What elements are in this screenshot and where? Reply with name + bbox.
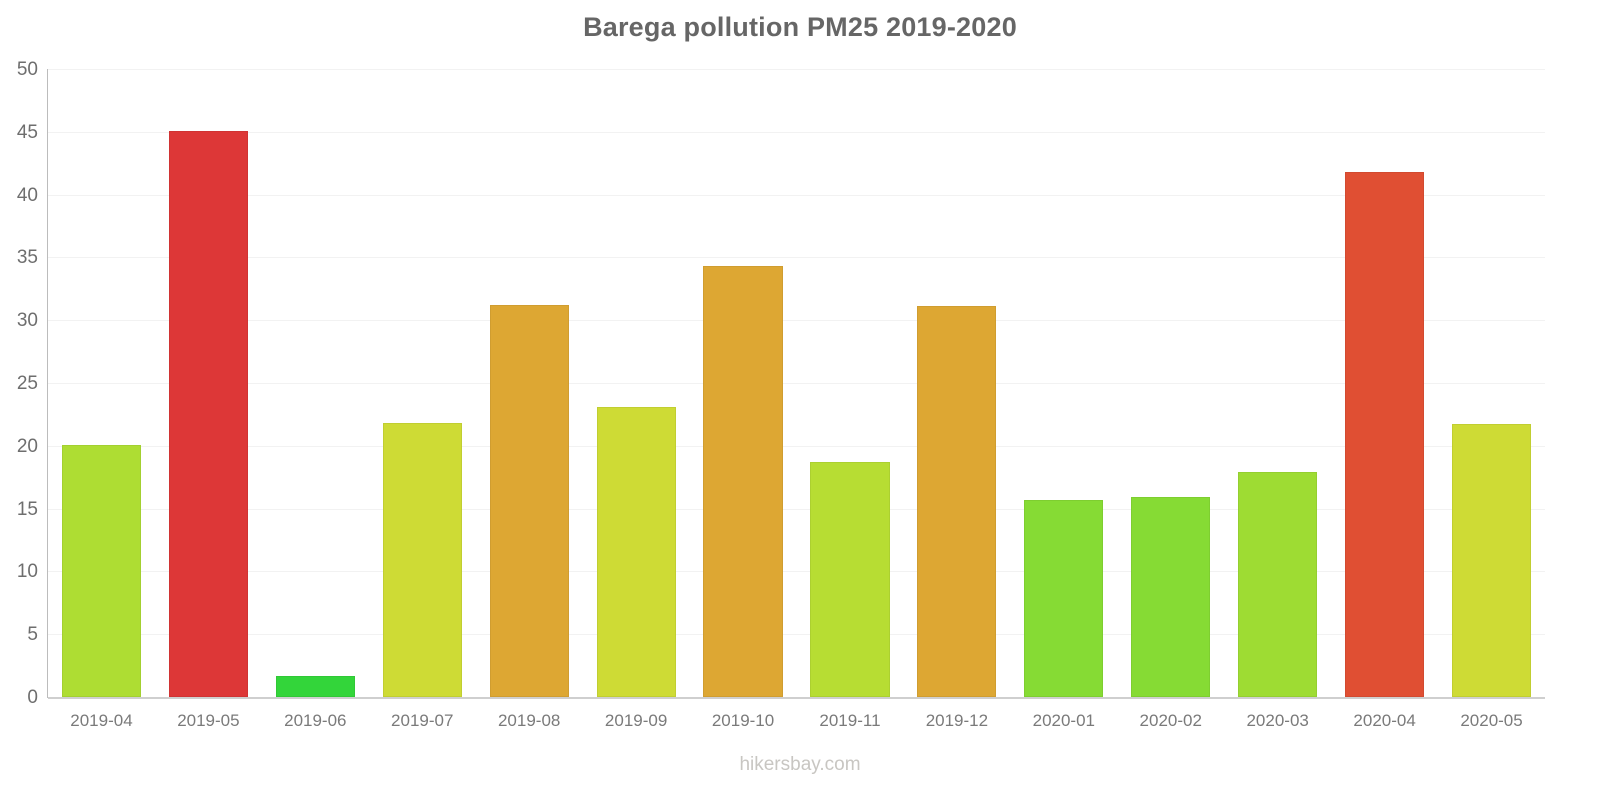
gridline (48, 383, 1545, 384)
x-axis-tick-label: 2019-08 (497, 711, 561, 730)
x-axis-tick-label: 2019-06 (284, 711, 347, 730)
y-axis-tick-label: 10 (16, 561, 38, 583)
gridline (48, 257, 1545, 259)
x-axis-tick-label: 2020-02 (1139, 711, 1202, 730)
bar[interactable] (810, 462, 890, 697)
watermark: hikersbay.com (739, 754, 861, 775)
bar[interactable] (1131, 497, 1211, 697)
gridline (48, 69, 1545, 70)
x-axis-tick-label: 2019-04 (70, 711, 133, 730)
gridline (48, 634, 1545, 636)
bar[interactable] (1024, 499, 1104, 697)
gridline (48, 508, 1545, 510)
gridline (48, 320, 1545, 322)
bar[interactable] (382, 423, 462, 697)
bar[interactable] (489, 305, 569, 697)
gridline (48, 571, 1545, 573)
y-axis-tick-label: 25 (16, 373, 38, 394)
x-axis-line (48, 697, 1545, 699)
bar[interactable] (917, 306, 997, 697)
bar[interactable] (61, 444, 142, 697)
plot-area (48, 69, 1545, 697)
bar[interactable] (1238, 472, 1318, 697)
y-axis-tick-label: 20 (16, 435, 38, 457)
y-axis-tick-label: 35 (16, 247, 38, 269)
bar[interactable] (275, 675, 355, 697)
y-axis-tick-label: 50 (16, 59, 38, 80)
x-axis-tick-label: 2019-09 (604, 711, 668, 730)
x-axis-tick-label: 2020-04 (1353, 711, 1416, 730)
x-axis-tick-label: 2019-05 (177, 711, 240, 730)
x-axis-tick-label: 2019-12 (925, 711, 989, 730)
gridline (48, 131, 1545, 133)
y-axis-tick-label: 15 (16, 498, 38, 520)
y-axis-tick-label: 45 (16, 121, 38, 143)
gridline (48, 194, 1545, 196)
bar[interactable] (168, 130, 248, 697)
gridline (48, 445, 1545, 447)
bar[interactable] (1451, 424, 1532, 697)
chart-title: Barega pollution PM25 2019-2020 (583, 12, 1017, 42)
x-axis-tick-label: 2019-11 (819, 711, 881, 730)
bar[interactable] (596, 406, 676, 697)
y-axis-tick-label: 5 (27, 624, 38, 646)
y-axis-tick-label: 30 (16, 310, 38, 332)
x-axis-tick-label: 2020-01 (1032, 711, 1095, 730)
y-axis-line (47, 69, 48, 698)
x-axis-tick-label: 2019-10 (711, 711, 775, 730)
bar[interactable] (703, 266, 783, 697)
bar[interactable] (1345, 172, 1425, 697)
x-axis-tick-label: 2020-05 (1460, 711, 1523, 730)
x-axis-tick-label: 2020-03 (1246, 711, 1309, 730)
y-axis-tick-label: 0 (27, 687, 38, 708)
x-axis-tick-label: 2019-07 (391, 711, 454, 730)
y-axis-tick-label: 40 (16, 184, 38, 206)
